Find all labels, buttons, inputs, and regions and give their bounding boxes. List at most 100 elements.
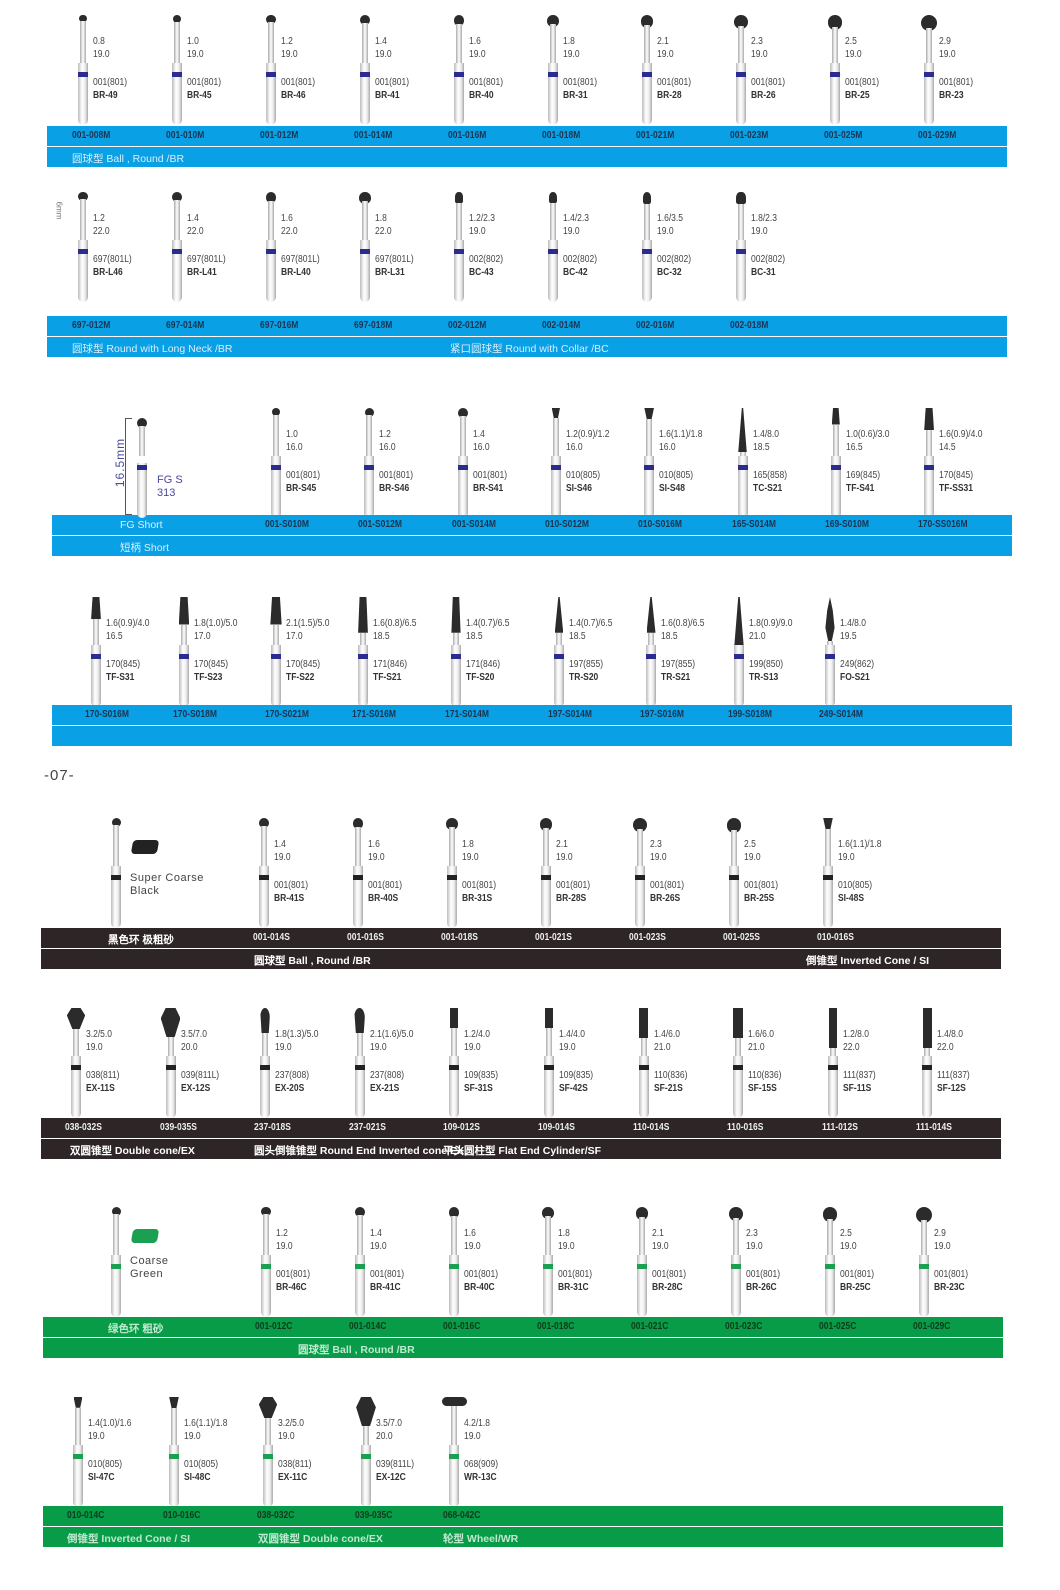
bur-item[interactable]: 1.6(1.1)/1.8 19.0 010(805) SI-48S: [820, 818, 914, 928]
order-code[interactable]: 010-S016M: [638, 519, 683, 530]
bur-item[interactable]: 1.6(1.1)/1.8 16.0 010(805) SI-S48: [641, 408, 735, 518]
order-code[interactable]: 001-016C: [443, 1321, 481, 1332]
bur-item[interactable]: 1.8/2.3 19.0 002(802) BC-31: [733, 192, 827, 302]
order-code[interactable]: 001-021C: [631, 1321, 669, 1332]
bur-item[interactable]: 1.6 19.0 001(801) BR-40C: [446, 1207, 540, 1317]
order-code[interactable]: 199-S018M: [728, 709, 772, 720]
order-code[interactable]: 170-S018M: [173, 709, 217, 720]
order-code[interactable]: 697-018M: [354, 320, 393, 331]
order-code[interactable]: 001-014M: [354, 130, 393, 141]
bur-item[interactable]: 2.5 19.0 001(801) BR-25C: [822, 1207, 916, 1317]
order-code[interactable]: 197-S016M: [640, 709, 684, 720]
order-code[interactable]: 110-016S: [727, 1122, 764, 1133]
bur-item[interactable]: 1.4/8.0 19.5 249(862) FO-S21: [822, 597, 916, 707]
bur-item[interactable]: 1.0 19.0 001(801) BR-45: [169, 15, 263, 125]
order-code[interactable]: 237-021S: [348, 1122, 386, 1133]
order-code[interactable]: 001-010M: [166, 130, 205, 141]
order-code[interactable]: 002-018M: [730, 320, 769, 331]
bur-item[interactable]: 1.6 19.0 001(801) BR-40: [451, 15, 545, 125]
order-code[interactable]: 111-012S: [821, 1122, 858, 1133]
bur-item[interactable]: 3.5/7.0 20.0 039(811L) EX-12S: [160, 1008, 257, 1118]
bur-item[interactable]: 1.6 19.0 001(801) BR-40S: [350, 818, 444, 928]
order-code[interactable]: 038-032S: [65, 1122, 102, 1133]
bur-item[interactable]: 2.3 19.0 001(801) BR-26S: [632, 818, 726, 928]
bur-item[interactable]: 1.4/8.0 18.5 165(858) TC-S21: [735, 408, 829, 518]
bur-item[interactable]: 3.2/5.0 19.0 038(811) EX-11C: [258, 1397, 354, 1507]
bur-item[interactable]: 2.1 19.0 001(801) BR-28: [639, 15, 733, 125]
bur-item[interactable]: 1.2/4.0 19.0 109(835) SF-31S: [446, 1008, 540, 1118]
order-code[interactable]: 010-014C: [67, 1510, 105, 1521]
bur-item[interactable]: 1.6(1.1)/1.8 19.0 010(805) SI-48C: [166, 1397, 260, 1507]
order-code[interactable]: 001-021S: [535, 932, 572, 943]
bur-item[interactable]: 1.0 16.0 001(801) BR-S45: [268, 408, 362, 518]
bur-item[interactable]: 1.8 19.0 001(801) BR-31S: [444, 818, 538, 928]
bur-item[interactable]: 4.2/1.8 19.0 068(909) WR-13C: [441, 1397, 540, 1507]
order-code[interactable]: 697-014M: [166, 320, 205, 331]
bur-item[interactable]: 1.8(1.0)/5.0 17.0 170(845) TF-S23: [176, 597, 270, 707]
bur-item[interactable]: 1.0(0.6)/3.0 16.5 169(845) TF-S41: [828, 408, 922, 518]
bur-item[interactable]: 1.2(0.9)/1.2 16.0 010(805) SI-S46: [548, 408, 642, 518]
bur-item[interactable]: 2.5 19.0 001(801) BR-25S: [726, 818, 820, 928]
bur-item[interactable]: 1.8 22.0 697(801L) BR-L31: [357, 192, 451, 302]
order-code[interactable]: 001-S010M: [265, 519, 309, 530]
order-code[interactable]: 001-014S: [253, 932, 290, 943]
order-code[interactable]: 002-016M: [636, 320, 675, 331]
order-code[interactable]: 109-014S: [538, 1122, 575, 1133]
order-code[interactable]: 170-S016M: [85, 709, 129, 720]
bur-item[interactable]: 1.4 16.0 001(801) BR-S41: [455, 408, 549, 518]
bur-item[interactable]: 1.6(0.8)/6.5 18.5 171(846) TF-S21: [355, 597, 449, 707]
bur-item[interactable]: 3.2/5.0 19.0 038(811) EX-11S: [66, 1008, 162, 1118]
order-code[interactable]: 170-S021M: [265, 709, 309, 720]
bur-item[interactable]: 1.2 19.0 001(801) BR-46: [263, 15, 357, 125]
order-code[interactable]: 169-S010M: [824, 519, 869, 530]
bur-item[interactable]: 1.8(1.3)/5.0 19.0 237(808) EX-20S: [257, 1008, 351, 1118]
order-code[interactable]: 001-025S: [723, 932, 760, 943]
order-code[interactable]: 110-014S: [632, 1122, 669, 1133]
bur-item[interactable]: 1.4(1.0)/1.6 19.0 010(805) SI-47C: [70, 1397, 164, 1507]
order-code[interactable]: 001-021M: [636, 130, 675, 141]
order-code[interactable]: 039-035C: [355, 1510, 393, 1521]
bur-item[interactable]: 1.6(0.8)/6.5 18.5 197(855) TR-S21: [643, 597, 737, 707]
bur-item[interactable]: 1.6/3.5 19.0 002(802) BC-32: [639, 192, 733, 302]
order-code[interactable]: 001-018C: [537, 1321, 575, 1332]
order-code[interactable]: 038-032C: [257, 1510, 295, 1521]
order-code[interactable]: 001-016M: [448, 130, 487, 141]
bur-item[interactable]: 1.4(0.7)/6.5 18.5 197(855) TR-S20: [551, 597, 645, 707]
bur-item[interactable]: 2.1 19.0 001(801) BR-28S: [538, 818, 632, 928]
bur-item[interactable]: 1.4(0.7)/6.5 18.5 171(846) TF-S20: [448, 597, 542, 707]
bur-item[interactable]: 1.8 19.0 001(801) BR-31C: [540, 1207, 634, 1317]
order-code[interactable]: 001-S014M: [451, 519, 496, 530]
bur-item[interactable]: 1.4/6.0 21.0 110(836) SF-21S: [636, 1008, 730, 1118]
bur-item[interactable]: 2.1(1.6)/5.0 19.0 237(808) EX-21S: [352, 1008, 446, 1118]
bur-item[interactable]: 0.8 19.0 001(801) BR-49: [75, 15, 169, 125]
bur-item[interactable]: 2.3 19.0 001(801) BR-26: [733, 15, 827, 125]
bur-item[interactable]: 2.3 19.0 001(801) BR-26C: [728, 1207, 822, 1317]
bur-item[interactable]: 2.1 19.0 001(801) BR-28C: [634, 1207, 728, 1317]
order-code[interactable]: 165-S014M: [731, 519, 776, 530]
bur-item[interactable]: 1.2/8.0 22.0 111(837) SF-11S: [825, 1008, 919, 1118]
order-code[interactable]: 002-014M: [542, 320, 581, 331]
bur-item[interactable]: 2.9 19.0 001(801) BR-23C: [915, 1207, 1010, 1317]
bur-item[interactable]: 1.6(0.9)/4.0 16.5 170(845) TF-S31: [88, 597, 182, 707]
order-code[interactable]: 001-025C: [819, 1321, 857, 1332]
order-code[interactable]: 001-012C: [255, 1321, 293, 1332]
order-code[interactable]: 697-012M: [72, 320, 111, 331]
bur-item[interactable]: 2.1(1.5)/5.0 17.0 170(845) TF-S22: [268, 597, 362, 707]
order-code[interactable]: 001-023M: [730, 130, 769, 141]
order-code[interactable]: 001-029M: [918, 130, 957, 141]
order-code[interactable]: 001-016S: [347, 932, 384, 943]
order-code[interactable]: 171-S014M: [445, 709, 489, 720]
bur-item[interactable]: 1.8 19.0 001(801) BR-31: [545, 15, 639, 125]
bur-item[interactable]: 1.4 19.0 001(801) BR-41C: [352, 1207, 446, 1317]
order-code[interactable]: 001-008M: [72, 130, 111, 141]
order-code[interactable]: 010-016S: [817, 932, 854, 943]
bur-item[interactable]: 2.9 19.0 001(801) BR-23: [920, 15, 1015, 125]
order-code[interactable]: 001-023C: [725, 1321, 763, 1332]
bur-item[interactable]: 1.4/4.0 19.0 109(835) SF-42S: [541, 1008, 635, 1118]
order-code[interactable]: 010-S012M: [544, 519, 589, 530]
bur-item[interactable]: 1.6 22.0 697(801L) BR-L40: [263, 192, 357, 302]
order-code[interactable]: 197-S014M: [548, 709, 592, 720]
bur-item[interactable]: 1.2/2.3 19.0 002(802) BC-43: [451, 192, 545, 302]
order-code[interactable]: 001-023S: [629, 932, 666, 943]
bur-item[interactable]: 1.4/2.3 19.0 002(802) BC-42: [545, 192, 639, 302]
